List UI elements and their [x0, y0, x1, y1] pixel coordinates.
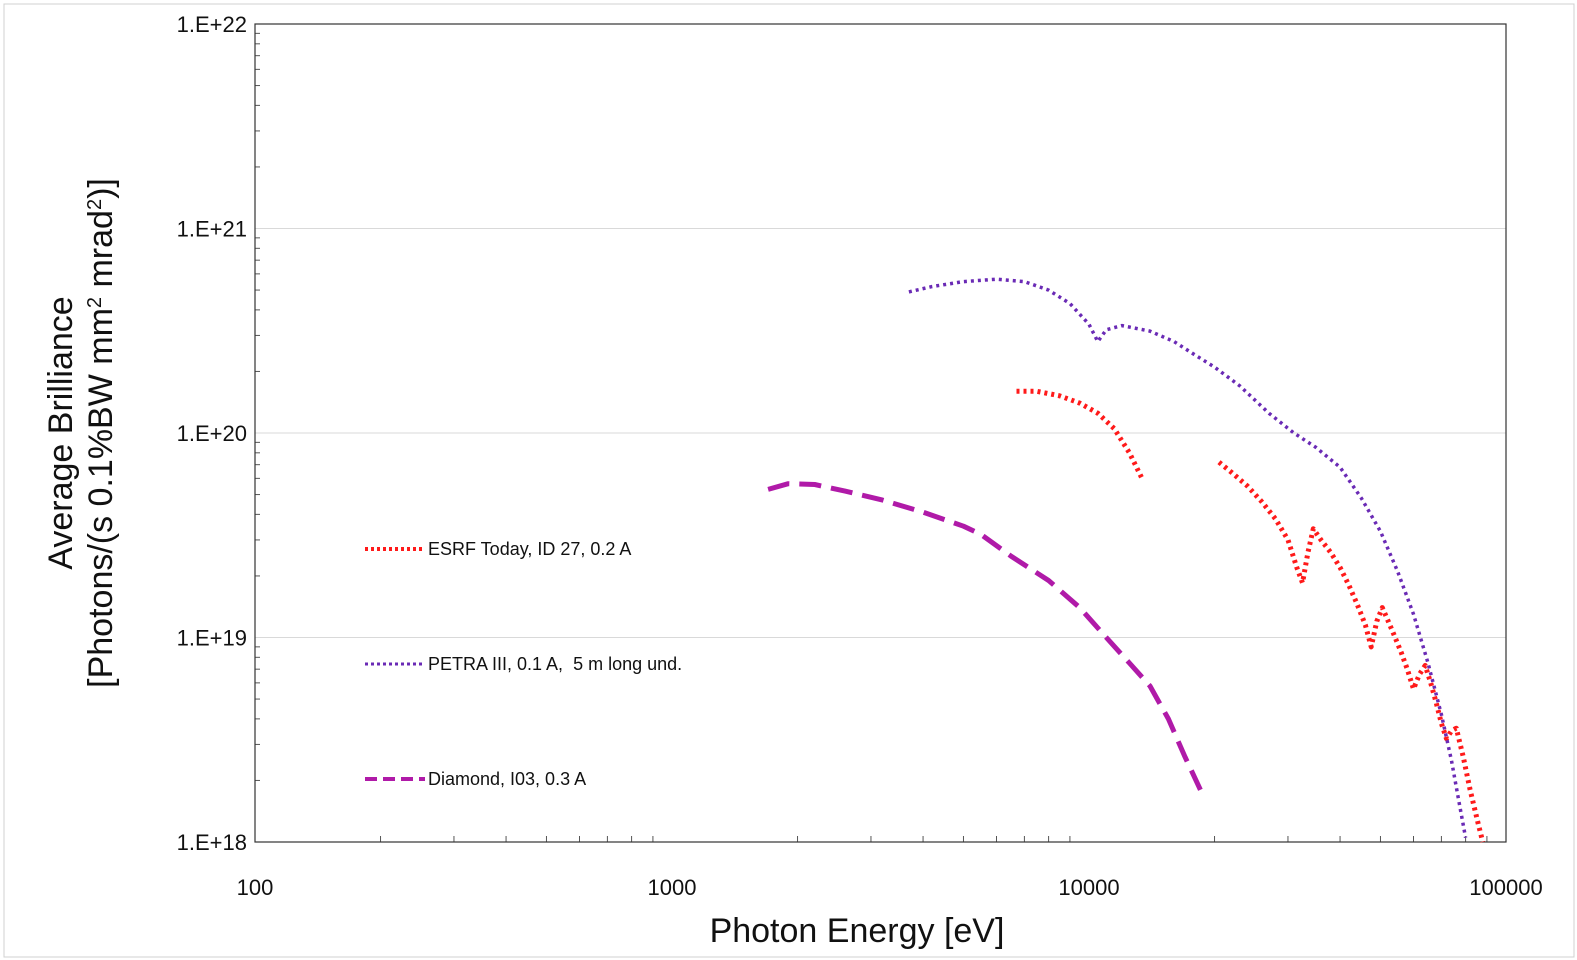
x-tick-label: 10000: [1058, 875, 1119, 900]
y-tick-label: 1.E+20: [177, 421, 247, 446]
y-tick-label: 1.E+19: [177, 626, 247, 651]
y-axis-title: Average Brilliance [Photons/(s 0.1%BW mm…: [42, 178, 120, 688]
y-tick-label: 1.E+21: [177, 217, 247, 242]
x-tick-label: 1000: [648, 875, 697, 900]
chart-border: [3, 3, 1575, 958]
series-line-1: [908, 277, 1468, 839]
y-tick-label: 1.E+18: [177, 830, 247, 855]
x-axis-title: Photon Energy [eV]: [710, 912, 1005, 950]
y-tick-labels: 1.E+18 1.E+19 1.E+20 1.E+21 1.E+22: [177, 12, 247, 855]
legend-label: Diamond, I03, 0.3 A: [428, 769, 586, 789]
legend-label: PETRA III, 0.1 A, 5 m long und.: [428, 654, 682, 674]
series-line-0: [1217, 460, 1486, 843]
y-axis-title-line1: Average Brilliance: [42, 296, 80, 569]
series-layer: [767, 277, 1486, 843]
legend: ESRF Today, ID 27, 0.2 A PETRA III, 0.1 A…: [365, 539, 682, 789]
series-line-2: [767, 481, 1203, 791]
series-line-0: [1016, 388, 1145, 480]
legend-label: ESRF Today, ID 27, 0.2 A: [428, 539, 631, 559]
y-tick-label: 1.E+22: [177, 12, 247, 37]
y-axis-title-line2: [Photons/(s 0.1%BW mm2 mrad2)]: [82, 178, 120, 688]
x-tick-labels: 100 1000 10000 100000: [237, 875, 1543, 900]
minor-ticks: [255, 32, 1488, 842]
x-tick-label: 100: [237, 875, 274, 900]
gridlines: [255, 228, 1506, 638]
plot-area: [254, 23, 1507, 843]
x-tick-label: 100000: [1469, 875, 1542, 900]
